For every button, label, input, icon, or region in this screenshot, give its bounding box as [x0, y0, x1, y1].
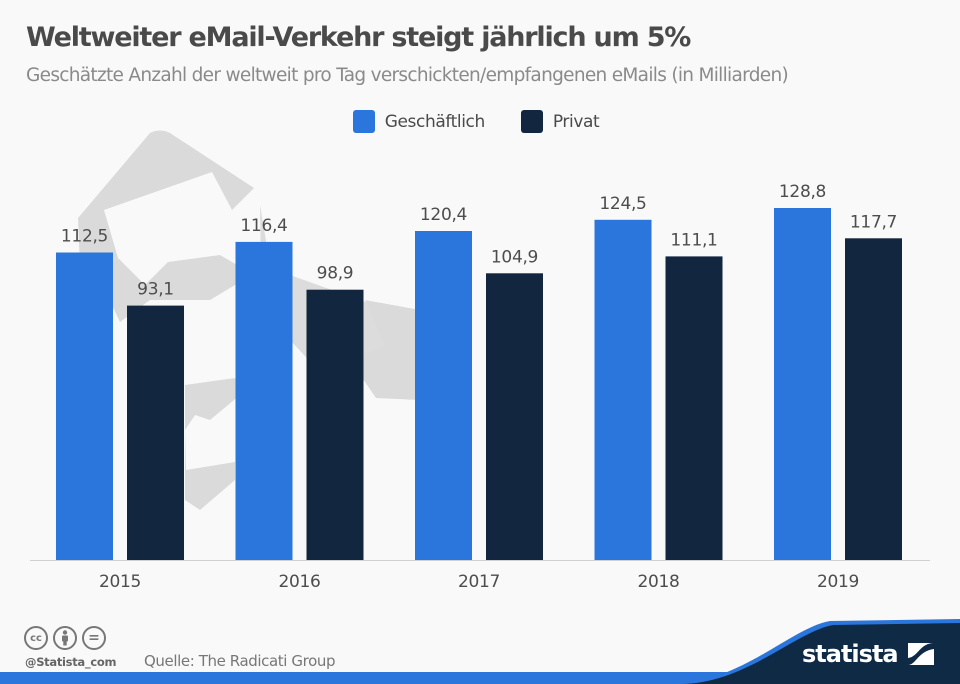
legend-swatch-business	[352, 110, 375, 133]
x-tick-2019: 2019	[817, 572, 859, 592]
attribution-icon	[53, 626, 77, 650]
data-label-business-2018: 124,5	[599, 194, 646, 214]
footer-logo-band-dark	[680, 623, 960, 684]
license-icons: cc =	[24, 626, 106, 650]
data-label-business-2016: 116,4	[240, 216, 287, 236]
x-tick-2016: 2016	[278, 572, 320, 592]
statista-handle[interactable]: @Statista_com	[25, 655, 117, 669]
legend-item-private: Privat	[520, 110, 600, 133]
envelope-icon	[185, 378, 240, 510]
x-tick-2018: 2018	[637, 572, 679, 592]
bar-private-2016	[306, 289, 364, 560]
data-label-business-2019: 128,8	[779, 182, 826, 202]
bar-business-2018	[594, 219, 652, 561]
chart-subtitle: Geschätzte Anzahl der weltweit pro Tag v…	[26, 65, 789, 86]
data-label-private-2019: 117,7	[850, 212, 897, 232]
data-label-business-2017: 120,4	[420, 205, 467, 225]
envelope-icon	[350, 300, 420, 400]
x-tick-2015: 2015	[99, 572, 141, 592]
x-axis-ticks: 2015 2016 2017 2018 2019	[99, 572, 859, 592]
data-label-private-2017: 104,9	[491, 247, 538, 267]
legend-swatch-private	[520, 110, 543, 133]
bar-private-2015	[127, 305, 184, 560]
legend-label-business: Geschäftlich	[384, 111, 486, 132]
data-label-private-2016: 98,9	[317, 264, 354, 284]
bar-private-2019	[845, 238, 902, 561]
person-icon	[62, 630, 68, 646]
bar-labels: 112,5 93,1 116,4 98,9 120,4 104,9 124,5 111,1 12…	[61, 182, 897, 300]
envelope-icon	[78, 130, 254, 268]
bar-business-2015	[56, 252, 113, 560]
data-label-business-2015: 112,5	[61, 227, 108, 247]
chart-title: Weltweiter eMail-Verkehr steigt jährlich…	[26, 22, 691, 53]
data-label-private-2015: 93,1	[137, 280, 174, 300]
bar-private-2018	[665, 256, 723, 560]
legend-label-private: Privat	[552, 111, 600, 132]
envelope-icon	[80, 255, 280, 322]
source-text: Quelle: The Radicati Group	[144, 652, 336, 670]
statista-logo[interactable]: statista	[802, 640, 899, 668]
x-tick-2017: 2017	[458, 572, 500, 592]
bars	[56, 208, 902, 561]
bar-business-2016	[235, 241, 293, 560]
data-label-private-2018: 111,1	[670, 230, 717, 250]
no-derivatives-icon: =	[82, 626, 106, 650]
bar-private-2017	[486, 273, 543, 560]
bar-business-2017	[415, 231, 472, 560]
bar-business-2019	[774, 208, 831, 560]
statista-logo-icon	[908, 643, 934, 665]
legend: Geschäftlich Privat	[0, 110, 956, 133]
legend-item-business: Geschäftlich	[352, 110, 486, 133]
cc-icon: cc	[24, 626, 48, 650]
